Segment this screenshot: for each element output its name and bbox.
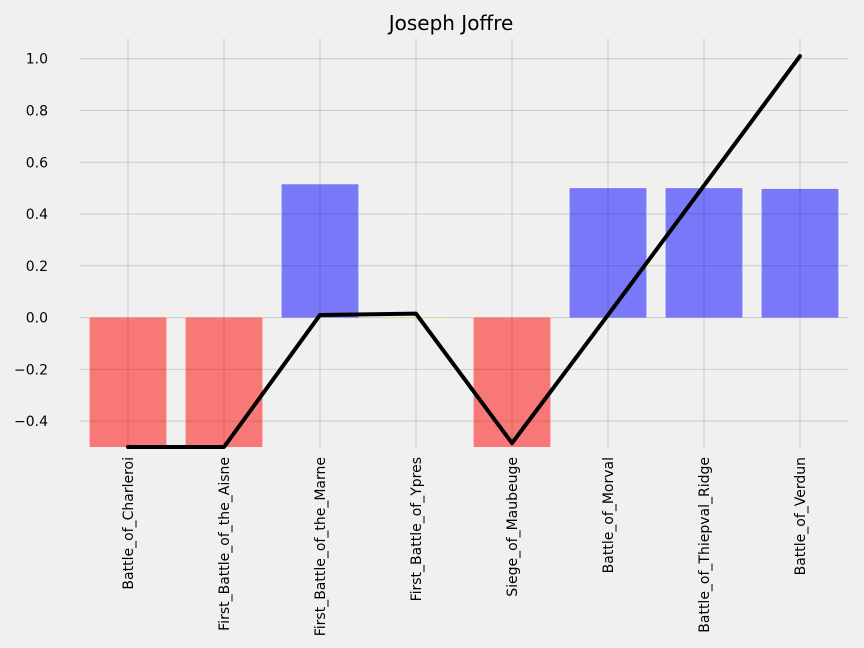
bar-5	[569, 188, 647, 318]
y-tick-label: 0.6	[26, 155, 48, 171]
x-tick-label: First_Battle_of_Ypres	[409, 457, 425, 601]
x-tick-label: Battle_of_Thiepval_Ridge	[697, 457, 713, 633]
bar-3	[377, 317, 455, 319]
chart-title: Joseph Joffre	[387, 11, 514, 35]
trend-line	[126, 54, 802, 449]
x-tick-label: Battle_of_Charleroi	[121, 457, 137, 590]
y-tick-label: 0.0	[26, 311, 48, 327]
y-tick-label: 0.4	[26, 207, 48, 223]
y-tick-label: −0.2	[14, 362, 48, 378]
x-tick-label: Siege_of_Maubeuge	[505, 457, 521, 597]
bar-6	[665, 188, 743, 318]
x-tick-label: First_Battle_of_the_Marne	[313, 457, 329, 636]
x-axis-ticks: Battle_of_Charleroi First_Battle_of_the_A…	[121, 457, 809, 636]
bar-1	[185, 317, 263, 447]
y-tick-label: 0.2	[26, 259, 48, 275]
trend-line-group	[126, 54, 802, 449]
y-tick-label: 0.8	[26, 103, 48, 119]
x-tick-label: Battle_of_Morval	[601, 457, 617, 573]
x-tick-label: First_Battle_of_the_Aisne	[217, 457, 233, 631]
bar-2	[281, 184, 359, 318]
x-tick-label: Battle_of_Verdun	[793, 457, 809, 575]
bar-7	[761, 188, 839, 318]
y-tick-label: 1.0	[26, 52, 48, 68]
y-axis-ticks: −0.4 −0.2 0.0 0.2 0.4 0.6 0.8 1.0	[14, 52, 48, 430]
bars	[89, 184, 839, 447]
bar-0	[89, 317, 167, 447]
y-tick-label: −0.4	[14, 414, 48, 430]
bar-4	[473, 317, 551, 447]
